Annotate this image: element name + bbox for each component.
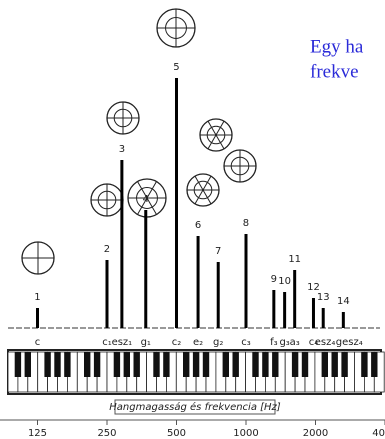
black-key [371,352,377,377]
black-key [203,352,209,377]
black-key [54,352,60,377]
note-label: esz₄ [315,337,336,348]
note-label: f₃ [270,337,278,348]
black-key [15,352,21,377]
x-axis-label: Hangmagasság és frekvencia [Hz] [109,401,281,413]
note-label: c₁ [102,337,112,348]
black-key [25,352,31,377]
note-label: gesz₄ [336,337,363,348]
x-tick-label: 500 [167,428,186,439]
black-key [302,352,308,377]
stem-label: 10 [278,276,291,287]
x-tick-label: 250 [97,428,116,439]
stem-label: 3 [119,144,125,155]
black-key [193,352,199,377]
stem-label: 6 [195,220,201,231]
black-key [223,352,229,377]
note-label: g₂ [213,337,223,348]
stem-label: 13 [317,292,330,303]
note-label: g₃ [279,337,289,348]
black-key [322,352,328,377]
black-key [64,352,70,377]
x-tick-label: 2000 [303,428,328,439]
note-label: c₂ [172,337,182,348]
black-key [183,352,189,377]
black-key [272,352,278,377]
black-key [341,352,347,377]
black-key [233,352,239,377]
black-key [153,352,159,377]
black-key [262,352,268,377]
stem-label: 9 [271,274,277,285]
chart: Egy ha frekve Hangmagasság és frekvencia… [0,0,385,439]
black-key [163,352,169,377]
note-label: c₃ [241,337,251,348]
caption-line: frekve [310,61,359,82]
black-key [84,352,90,377]
stem-label: 4 [143,194,149,205]
black-key [114,352,120,377]
x-tick-label: 125 [28,428,47,439]
stem-label: 14 [337,296,350,307]
x-tick-label: 4000 [372,428,385,439]
caption-line: Egy ha [310,36,364,57]
black-key [361,352,367,377]
stem-label: 5 [173,62,179,73]
black-key [332,352,338,377]
black-key [252,352,258,377]
stem-label: 11 [288,254,301,265]
note-label: e₂ [193,337,203,348]
note-label: esz₁ [112,337,133,348]
black-key [44,352,50,377]
black-key [94,352,100,377]
stem-label: 1 [34,292,40,303]
x-tick-label: 1000 [233,428,258,439]
black-key [124,352,130,377]
note-label: g₁ [141,337,151,348]
stem-label: 7 [215,246,221,257]
stem-label: 2 [104,244,110,255]
black-key [292,352,298,377]
note-label: a₃ [290,337,300,348]
black-key [134,352,140,377]
stem-label: 8 [243,218,249,229]
note-label: c [35,337,41,348]
